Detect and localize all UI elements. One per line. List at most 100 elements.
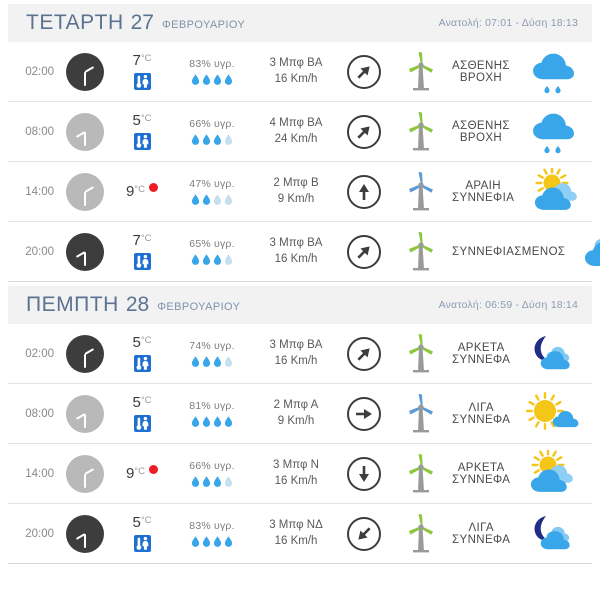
wind-cell: 2 Μπφ Α 9 Km/h [254,398,338,429]
forecast-time: 02:00 [25,347,54,360]
forecast-row[interactable]: 02:00 5°C 74% υγρ. 3 Μπφ ΒΑ 16 Km/h ΑΡΚΕΤΑ ΣΥ… [8,324,592,384]
humidity-value: 74% υγρ. [189,340,235,352]
humidity-value: 83% υγρ. [189,520,235,532]
temperature-cell: 5°C [114,113,170,150]
wind-beaufort: 4 Μπφ ΒΑ [269,116,323,129]
thermometer-person-icon [133,73,151,90]
rain-cloud-icon [510,108,596,156]
wind-cell: 3 Μπφ ΒΑ 16 Km/h [254,338,338,369]
wind-cell: 3 Μπφ ΝΔ 16 Km/h [254,518,338,549]
clock-cell [56,52,114,91]
wind-cell: 3 Μπφ ΒΑ 16 Km/h [254,56,338,87]
clock-icon [66,334,104,373]
temperature-cell: 9°C [114,465,170,481]
wind-direction-cell [338,174,390,209]
humidity-value: 65% υγρ. [189,238,235,250]
temperature-cell: 7°C [114,53,170,90]
day-name: ΤΕΤΑΡΤΗ [26,11,124,34]
humidity-drops-icon [191,536,233,547]
temperature-unit: °C [140,113,152,124]
arrow-down-icon [347,174,381,209]
clock-cell [56,454,114,493]
wind-beaufort: 3 Μπφ Ν [273,458,319,471]
humidity-drops-icon [191,356,233,367]
humidity-value: 66% υγρ. [189,118,235,130]
forecast-row[interactable]: 14:00 9°C 47% υγρ. 2 Μπφ Β 9 Km/h ΑΡΑΙΗ ΣΥΝΝΕ… [8,162,592,222]
humidity-value: 81% υγρ. [189,400,235,412]
wind-beaufort: 3 Μπφ ΒΑ [269,56,323,69]
humidity-cell: 74% υγρ. [170,340,254,367]
clock-icon [66,394,104,433]
sunrise-sunset-times: Ανατολή: 07:01 - Δύση 18:13 [438,17,578,29]
day-header: ΠΕΜΠΤΗ 28 ΦΕΒΡΟΥΑΡΙΟΥ Ανατολή: 06:59 - Δύση… [8,286,592,324]
temperature-unit: °C [134,184,145,195]
weather-description: ΣΥΝΝΕΦΙΑΣΜΕΝΟΣ [452,245,566,258]
forecast-row[interactable]: 08:00 5°C 81% υγρ. 2 Μπφ Α 9 Km/h ΛΙΓΑ ΣΥΝΝΕΦ… [8,384,592,444]
day-number: 28 [125,293,150,316]
sun-small-cloud-icon [510,390,596,438]
wind-speed: 24 Km/h [274,132,318,145]
clock-cell [56,112,114,151]
wind-direction-cell [338,114,390,149]
moon-cloud-icon [510,510,596,558]
wind-direction-cell [338,234,390,269]
forecast-time: 08:00 [25,407,54,420]
thermometer-person-icon [133,253,151,270]
humidity-value: 83% υγρ. [189,58,235,70]
wind-speed: 16 Km/h [274,534,318,547]
temperature-unit: °C [140,53,152,64]
humidity-cell: 47% υγρ. [170,178,254,205]
forecast-time: 14:00 [25,185,54,198]
temperature-unit: °C [134,466,145,477]
wind-direction-cell [338,54,390,89]
thermometer-person-icon [133,535,151,552]
forecast-row[interactable]: 08:00 5°C 66% υγρ. 4 Μπφ ΒΑ 24 Km/h ΑΣΘΕΝΗΣ Β… [8,102,592,162]
forecast-row[interactable]: 20:00 5°C 83% υγρ. 3 Μπφ ΝΔ 16 Km/h ΛΙΓΑ ΣΥΝΝ… [8,504,592,564]
humidity-drops-icon [191,254,233,265]
temperature-unit: °C [140,233,152,244]
humidity-value: 47% υγρ. [189,178,235,190]
wind-turbine-icon [390,171,452,213]
temperature-value: 7°C [132,232,152,249]
wind-turbine-icon [390,111,452,153]
day-name: ΠΕΜΠΤΗ [26,293,119,316]
wind-cell: 3 Μπφ ΒΑ 16 Km/h [254,236,338,267]
forecast-row[interactable]: 02:00 7°C 83% υγρ. 3 Μπφ ΒΑ 16 Km/h ΑΣΘΕΝΗΣ Β… [8,42,592,102]
temperature-unit: °C [140,515,152,526]
temperature-value: 5°C [132,394,152,411]
wind-speed: 16 Km/h [274,72,318,85]
wind-speed: 16 Km/h [274,354,318,367]
wind-beaufort: 2 Μπφ Α [273,398,319,411]
wind-cell: 2 Μπφ Β 9 Km/h [254,176,338,207]
thermometer-person-icon [133,415,151,432]
temperature-value: 9°C [125,183,145,200]
forecast-row[interactable]: 14:00 9°C 66% υγρ. 3 Μπφ Ν 16 Km/h ΑΡΚΕΤΑ ΣΥΝ… [8,444,592,504]
forecast-time: 20:00 [25,527,54,540]
arrow-southwest-icon [347,114,381,149]
weather-description: ΑΣΘΕΝΗΣ ΒΡΟΧΗ [452,119,510,144]
clock-cell [56,232,114,271]
wind-turbine-icon [390,513,452,555]
clock-icon [66,454,104,493]
wind-direction-cell [338,336,390,371]
weather-forecast-page: ΤΕΤΑΡΤΗ 27 ΦΕΒΡΟΥΑΡΙΟΥ Ανατολή: 07:01 - Δύσ… [0,4,600,592]
temperature-value: 5°C [132,112,152,129]
thermometer-person-icon [133,133,151,150]
month-name: ΦΕΒΡΟΥΑΡΙΟΥ [161,19,246,31]
temperature-value: 5°C [132,514,152,531]
temperature-value: 5°C [132,334,152,351]
wind-speed: 9 Km/h [277,414,315,427]
wind-beaufort: 3 Μπφ ΝΔ [269,518,323,531]
temperature-cell: 5°C [114,395,170,432]
wind-speed: 16 Km/h [274,252,318,265]
weather-description: ΛΙΓΑ ΣΥΝΝΕΦΑ [452,401,511,426]
day-header: ΤΕΤΑΡΤΗ 27 ΦΕΒΡΟΥΑΡΙΟΥ Ανατολή: 07:01 - Δύσ… [8,4,592,42]
humidity-cell: 81% υγρ. [170,400,254,427]
wind-direction-cell [338,516,390,551]
humidity-cell: 83% υγρ. [170,520,254,547]
forecast-row[interactable]: 20:00 7°C 65% υγρ. 3 Μπφ ΒΑ 16 Km/h ΣΥΝΝΕΦΙΑΣ… [8,222,600,282]
clock-cell [56,394,114,433]
temperature-unit: °C [140,335,152,346]
rain-cloud-icon [510,48,596,96]
clock-icon [66,52,104,91]
